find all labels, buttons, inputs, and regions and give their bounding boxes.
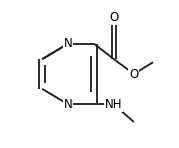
Text: N: N [64, 98, 72, 111]
Text: NH: NH [105, 98, 123, 111]
Text: N: N [64, 37, 72, 50]
Text: O: O [129, 67, 139, 81]
Text: O: O [109, 11, 118, 24]
